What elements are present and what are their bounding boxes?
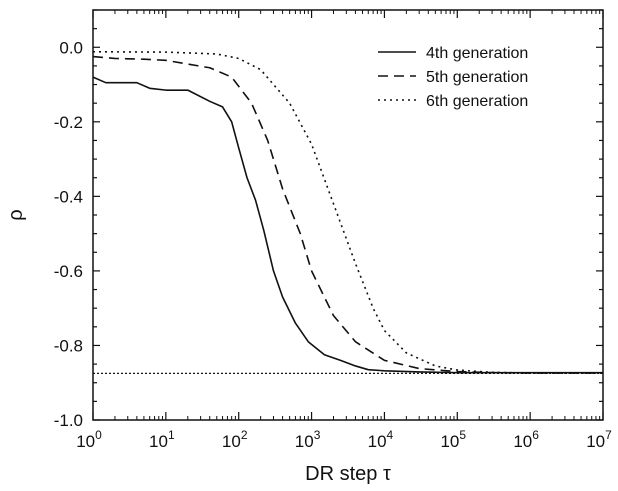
legend-label: 5th generation: [426, 69, 528, 86]
x-tick-label: 100: [76, 428, 102, 451]
y-tick-label: -0.8: [54, 336, 83, 355]
x-tick-label: 105: [440, 428, 466, 451]
series-line-6th-generation: [92, 50, 603, 374]
series-layer: [92, 50, 603, 375]
legend-label: 4th generation: [426, 45, 528, 62]
y-tick-label: 0.0: [59, 38, 83, 57]
x-tick-label: 106: [513, 428, 539, 451]
y-tick-label: -0.4: [54, 187, 83, 206]
series-line-5th-generation: [92, 55, 603, 374]
legend: 4th generation 5th generation 6th generati…: [378, 45, 528, 110]
x-axis-title: DR step τ: [305, 463, 391, 485]
y-tick-label: -1.0: [54, 411, 83, 430]
y-axis-title: ρ: [5, 209, 27, 220]
labels-layer: -1.0 -0.8 -0.6 -0.4 -0.2 0.0 100 101 102 103 104 10…: [54, 38, 612, 451]
ticks-layer: [92, 9, 604, 421]
x-tick-label: 102: [222, 428, 248, 451]
x-tick-label: 104: [368, 428, 394, 451]
x-tick-label: 103: [295, 428, 321, 451]
x-tick-label: 107: [586, 428, 612, 451]
legend-label: 6th generation: [426, 93, 528, 110]
series-line-4th-generation: [92, 76, 603, 374]
y-tick-label: -0.6: [54, 262, 83, 281]
x-tick-label: 101: [149, 428, 175, 451]
y-tick-label: -0.2: [54, 113, 83, 132]
